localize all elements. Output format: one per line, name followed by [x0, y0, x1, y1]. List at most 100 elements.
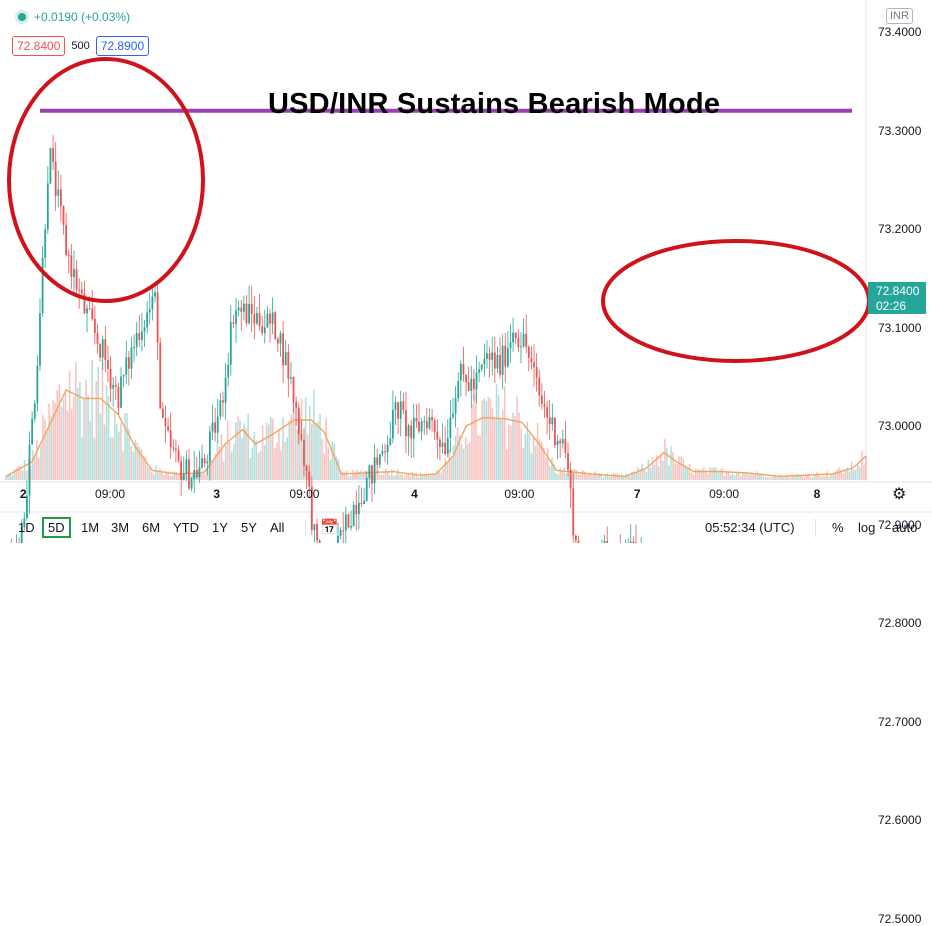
- timeframe-button-6m[interactable]: 6M: [142, 520, 161, 535]
- volume-bar: [245, 428, 247, 480]
- volume-bar: [770, 477, 773, 480]
- candle-body: [305, 466, 308, 472]
- timeframe-button-ytd[interactable]: YTD: [173, 520, 199, 535]
- candle-body: [266, 313, 269, 328]
- volume-bar: [822, 476, 824, 480]
- volume-bar: [413, 474, 416, 480]
- volume-bar: [113, 411, 116, 480]
- volume-bar: [842, 473, 845, 480]
- volume-bar: [111, 437, 114, 480]
- volume-bar: [838, 467, 841, 480]
- volume-bar: [208, 461, 210, 480]
- volume-bar: [9, 472, 11, 480]
- candle-body: [261, 326, 264, 334]
- date-range-calendar-icon[interactable]: 📅: [320, 519, 339, 536]
- candle-body: [107, 360, 109, 369]
- price-tick-label: 72.6000: [878, 813, 922, 827]
- buy-price-button[interactable]: 72.8900: [95, 36, 150, 56]
- sell-price-button[interactable]: 72.8400: [12, 36, 66, 56]
- volume-bar: [859, 466, 861, 480]
- volume-bar: [854, 469, 857, 480]
- volume-bar: [343, 472, 346, 480]
- volume-bar: [645, 472, 648, 480]
- volume-bar: [282, 417, 284, 480]
- timeframe-button-3m[interactable]: 3M: [111, 520, 130, 535]
- order-size[interactable]: 500: [71, 40, 90, 52]
- volume-bar: [411, 471, 414, 480]
- volume-bar: [596, 475, 598, 480]
- volume-bar: [152, 474, 155, 480]
- volume-bar: [249, 457, 252, 480]
- volume-bar: [848, 471, 851, 480]
- volume-bar: [434, 473, 436, 480]
- timeframe-button-1d[interactable]: 1D: [18, 520, 35, 535]
- volume-bar: [672, 451, 674, 480]
- candle-body: [530, 357, 533, 363]
- candle-body: [548, 417, 551, 425]
- volume-bar: [485, 401, 488, 480]
- candle-body: [606, 541, 609, 543]
- candle-body: [457, 380, 460, 399]
- candle-body: [80, 289, 83, 294]
- auto-scale-toggle[interactable]: auto: [892, 520, 918, 535]
- volume-bar: [614, 473, 617, 480]
- candle-body: [253, 314, 256, 324]
- volume-bar: [323, 453, 325, 480]
- percent-scale-toggle[interactable]: %: [832, 520, 844, 535]
- currency-badge[interactable]: INR: [886, 8, 913, 24]
- volume-bar: [598, 473, 600, 480]
- toolbar-divider: [305, 519, 306, 537]
- volume-bar: [768, 477, 771, 480]
- volume-bar: [581, 469, 584, 480]
- timeframe-button-all[interactable]: All: [270, 520, 285, 535]
- volume-bar: [118, 431, 120, 480]
- settings-gear-icon[interactable]: ⚙: [892, 486, 907, 503]
- annotation-ellipse-right: [601, 239, 871, 363]
- candle-body: [399, 401, 402, 419]
- volume-bar: [436, 470, 438, 480]
- volume-bar: [46, 431, 48, 480]
- timeframe-button-5y[interactable]: 5Y: [241, 520, 257, 535]
- volume-bar: [575, 469, 578, 480]
- candle-body: [363, 500, 366, 505]
- volume-bar: [493, 419, 496, 480]
- price-chart[interactable]: [0, 0, 932, 543]
- volume-bar: [733, 475, 736, 480]
- volume-bar: [680, 456, 683, 480]
- volume-bar: [651, 457, 654, 480]
- candle-body: [449, 417, 452, 438]
- volume-bar: [72, 397, 75, 480]
- price-tick-label: 73.1000: [878, 320, 922, 335]
- volume-bar: [122, 451, 124, 480]
- volume-bar: [633, 471, 635, 480]
- volume-bar: [366, 476, 369, 480]
- candle-body: [632, 541, 635, 543]
- volume-bar: [165, 473, 167, 480]
- candle-body: [397, 402, 399, 419]
- volume-bar: [216, 441, 219, 480]
- volume-bar: [688, 463, 691, 480]
- candle-body: [65, 224, 68, 255]
- volume-bar: [81, 436, 83, 480]
- volume-bar: [538, 439, 541, 480]
- timeframe-button-1y[interactable]: 1Y: [212, 520, 228, 535]
- chart-headline: USD/INR Sustains Bearish Mode: [268, 88, 721, 120]
- timeframe-button-5d[interactable]: 5D: [42, 517, 71, 538]
- volume-bar: [263, 444, 266, 480]
- volume-bar: [163, 474, 165, 480]
- candle-body: [269, 313, 271, 324]
- volume-bar: [15, 467, 18, 480]
- candle-body: [229, 322, 232, 365]
- volume-bar: [288, 420, 291, 480]
- volume-bar: [298, 411, 301, 480]
- timeframe-button-1m[interactable]: 1M: [81, 520, 100, 535]
- volume-bar: [23, 459, 26, 480]
- volume-bar: [233, 444, 235, 480]
- log-scale-toggle[interactable]: log: [858, 520, 876, 535]
- volume-bar: [380, 475, 383, 480]
- candle-body: [138, 333, 141, 340]
- volume-bar: [674, 463, 676, 480]
- utc-clock[interactable]: 05:52:34 (UTC): [705, 520, 795, 535]
- candle-body: [282, 333, 284, 366]
- price-tick-label: 73.0000: [878, 419, 922, 433]
